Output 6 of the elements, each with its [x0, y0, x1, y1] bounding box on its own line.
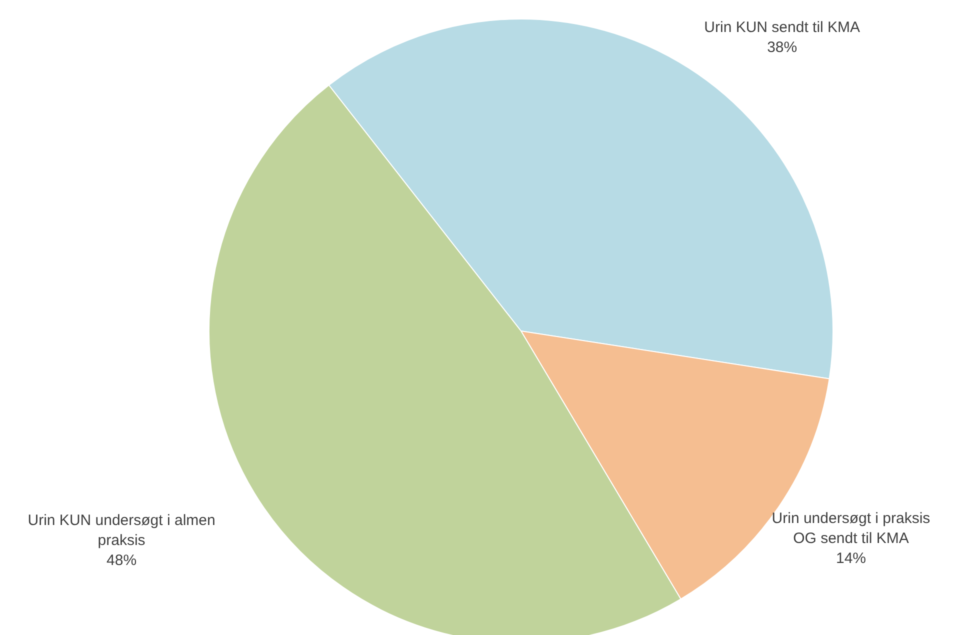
slice-label: Urin KUN undersøgt i almen praksis: [28, 512, 216, 549]
slice-label: Urin KUN sendt til KMA: [704, 19, 860, 36]
data-label: 48%: [106, 552, 137, 569]
slice-label: Urin undersøgt i praksis OG sendt til KMA: [772, 510, 930, 547]
data-label: 14%: [836, 550, 866, 567]
data-label: 38%: [767, 39, 798, 56]
